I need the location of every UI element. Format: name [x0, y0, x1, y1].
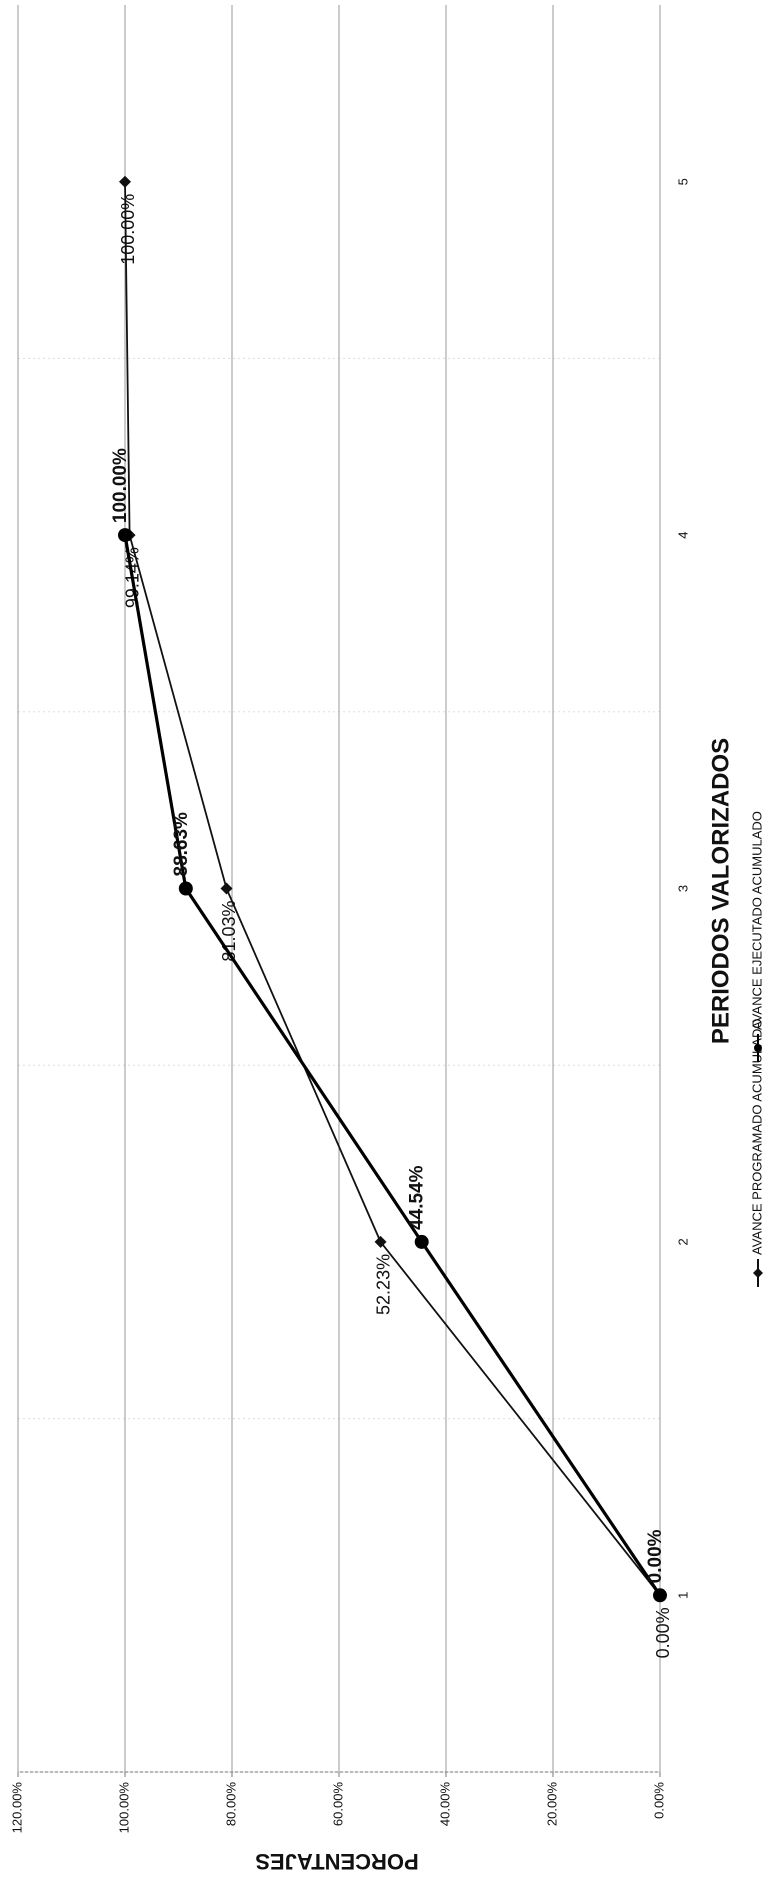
y-tick-label: 0.00% [651, 1782, 666, 1819]
x-tick-label: 3 [675, 885, 690, 892]
y-tick-label: 80.00% [223, 1782, 238, 1827]
rotated-chart: PORCENTAJES PERIODOS VALORIZADOS 0.00%20… [9, 5, 764, 1874]
data-label: 44.54% [407, 1165, 428, 1230]
x-tick-label: 2 [675, 1238, 690, 1245]
legend-marker [754, 1044, 762, 1052]
legend-label: AVANCE EJECUTADO ACUMULADO [749, 811, 764, 1030]
data-label: 0.00% [645, 1529, 666, 1583]
legend-label: AVANCE PROGRAMADO ACUMULADO [749, 1019, 764, 1255]
x-tick-label: 5 [675, 178, 690, 185]
y-tick-label: 60.00% [330, 1782, 345, 1827]
point [653, 1588, 667, 1603]
data-label: 0.00% [653, 1607, 673, 1658]
x-tick-label: 4 [675, 531, 690, 538]
point [374, 1235, 387, 1248]
data-label: 100.00% [118, 194, 138, 265]
x-axis-title: PERIODOS VALORIZADOS [707, 738, 734, 1044]
x-tick-label: 1 [675, 1592, 690, 1599]
point [220, 882, 233, 895]
series-line [123, 534, 662, 1597]
y-axis-title: PORCENTAJES [255, 1849, 418, 1874]
data-label: 52.23% [373, 1254, 393, 1315]
y-tick-label: 100.00% [116, 1782, 131, 1834]
data-label: 88.63% [171, 812, 192, 877]
y-tick-label: 20.00% [544, 1782, 559, 1827]
y-tick-label: 40.00% [437, 1782, 452, 1827]
data-label: 100.00% [110, 448, 131, 523]
legend-marker [753, 1268, 763, 1278]
point [119, 175, 131, 188]
y-tick-label: 120.00% [9, 1782, 24, 1834]
point [178, 881, 193, 896]
point [118, 528, 132, 543]
point [414, 1234, 429, 1249]
